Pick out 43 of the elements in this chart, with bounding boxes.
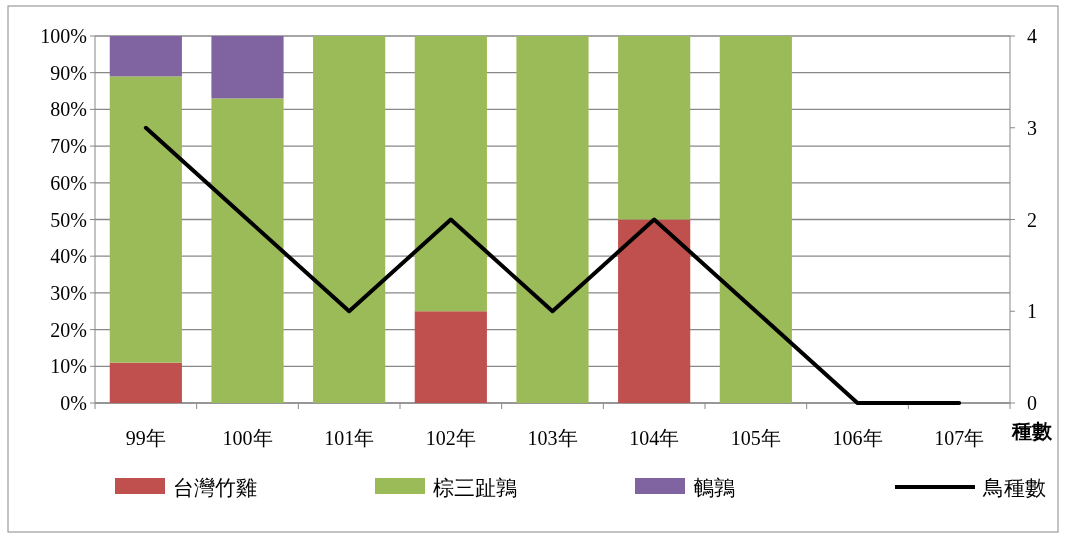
bar [109,36,182,77]
y2-axis-title: 種數 [1011,419,1053,443]
y-tick-label: 90% [50,61,87,84]
y-tick-label: 0% [60,392,87,414]
y2-tick-label: 3 [1027,116,1037,139]
legend-label: 棕三趾鶉 [433,476,517,500]
y-tick-label: 30% [50,281,87,304]
bar [618,36,691,220]
x-tick-label: 100年 [222,427,273,449]
legend-label: 鵪鶉 [693,476,735,500]
y2-tick-label: 1 [1027,300,1037,323]
y-tick-label: 80% [50,98,87,121]
bar [719,36,792,403]
x-tick-label: 105年 [730,427,781,449]
y-tick-label: 60% [50,171,87,194]
y-tick-label: 20% [50,318,87,341]
y-tick-label: 50% [50,208,87,231]
y-tick-label: 10% [50,355,87,378]
x-tick-label: 106年 [832,427,883,449]
x-tick-label: 103年 [527,427,578,449]
bar [516,36,589,403]
bar [211,36,284,99]
line-series [143,125,962,405]
x-tick-label: 99年 [125,427,166,449]
bar [414,311,487,403]
y-tick-label: 40% [50,245,87,268]
bar [618,219,691,403]
bar [211,98,284,403]
y2-tick-label: 4 [1027,25,1037,47]
legend-label: 鳥種數 [982,476,1046,500]
x-tick-label: 104年 [629,427,680,449]
y2-tick-label: 0 [1027,392,1037,414]
x-tick-label: 107年 [934,427,985,449]
bar [313,36,386,403]
legend-label: 台灣竹雞 [173,476,257,500]
y2-tick-label: 2 [1027,208,1037,231]
x-tick-label: 101年 [324,427,375,449]
bar [109,362,182,403]
y-tick-label: 70% [50,135,87,158]
y-tick-label: 100% [40,25,87,47]
bar [414,36,487,312]
bar [109,76,182,363]
x-tick-label: 102年 [425,427,476,449]
